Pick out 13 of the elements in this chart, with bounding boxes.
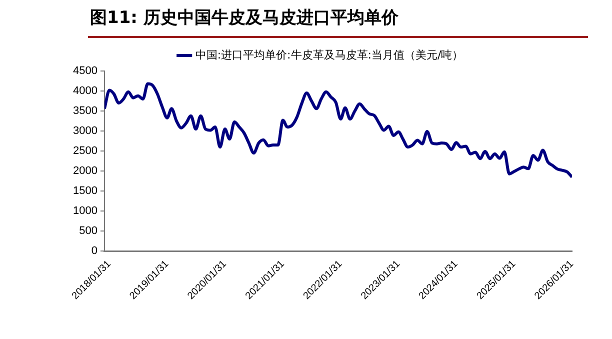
- y-tick-label: 0: [91, 245, 98, 258]
- y-tick-label: 1000: [72, 205, 98, 218]
- y-tick-label: 3000: [72, 125, 98, 138]
- y-tick-label: 500: [79, 225, 98, 238]
- y-tick-label: 1500: [72, 185, 98, 198]
- y-tick-label: 2500: [72, 145, 98, 158]
- y-tick-label: 4500: [72, 65, 98, 78]
- y-tick-label: 3500: [72, 105, 98, 118]
- legend-label: 中国:进口平均单价:牛皮革及马皮革:当月值（美元/吨）: [195, 48, 464, 62]
- y-tick-label: 4000: [72, 85, 98, 98]
- y-tick-label: 2000: [72, 165, 98, 178]
- line-series: [104, 82, 572, 179]
- chart-title: 图11: 历史中国牛皮及马皮进口平均单价: [90, 7, 398, 29]
